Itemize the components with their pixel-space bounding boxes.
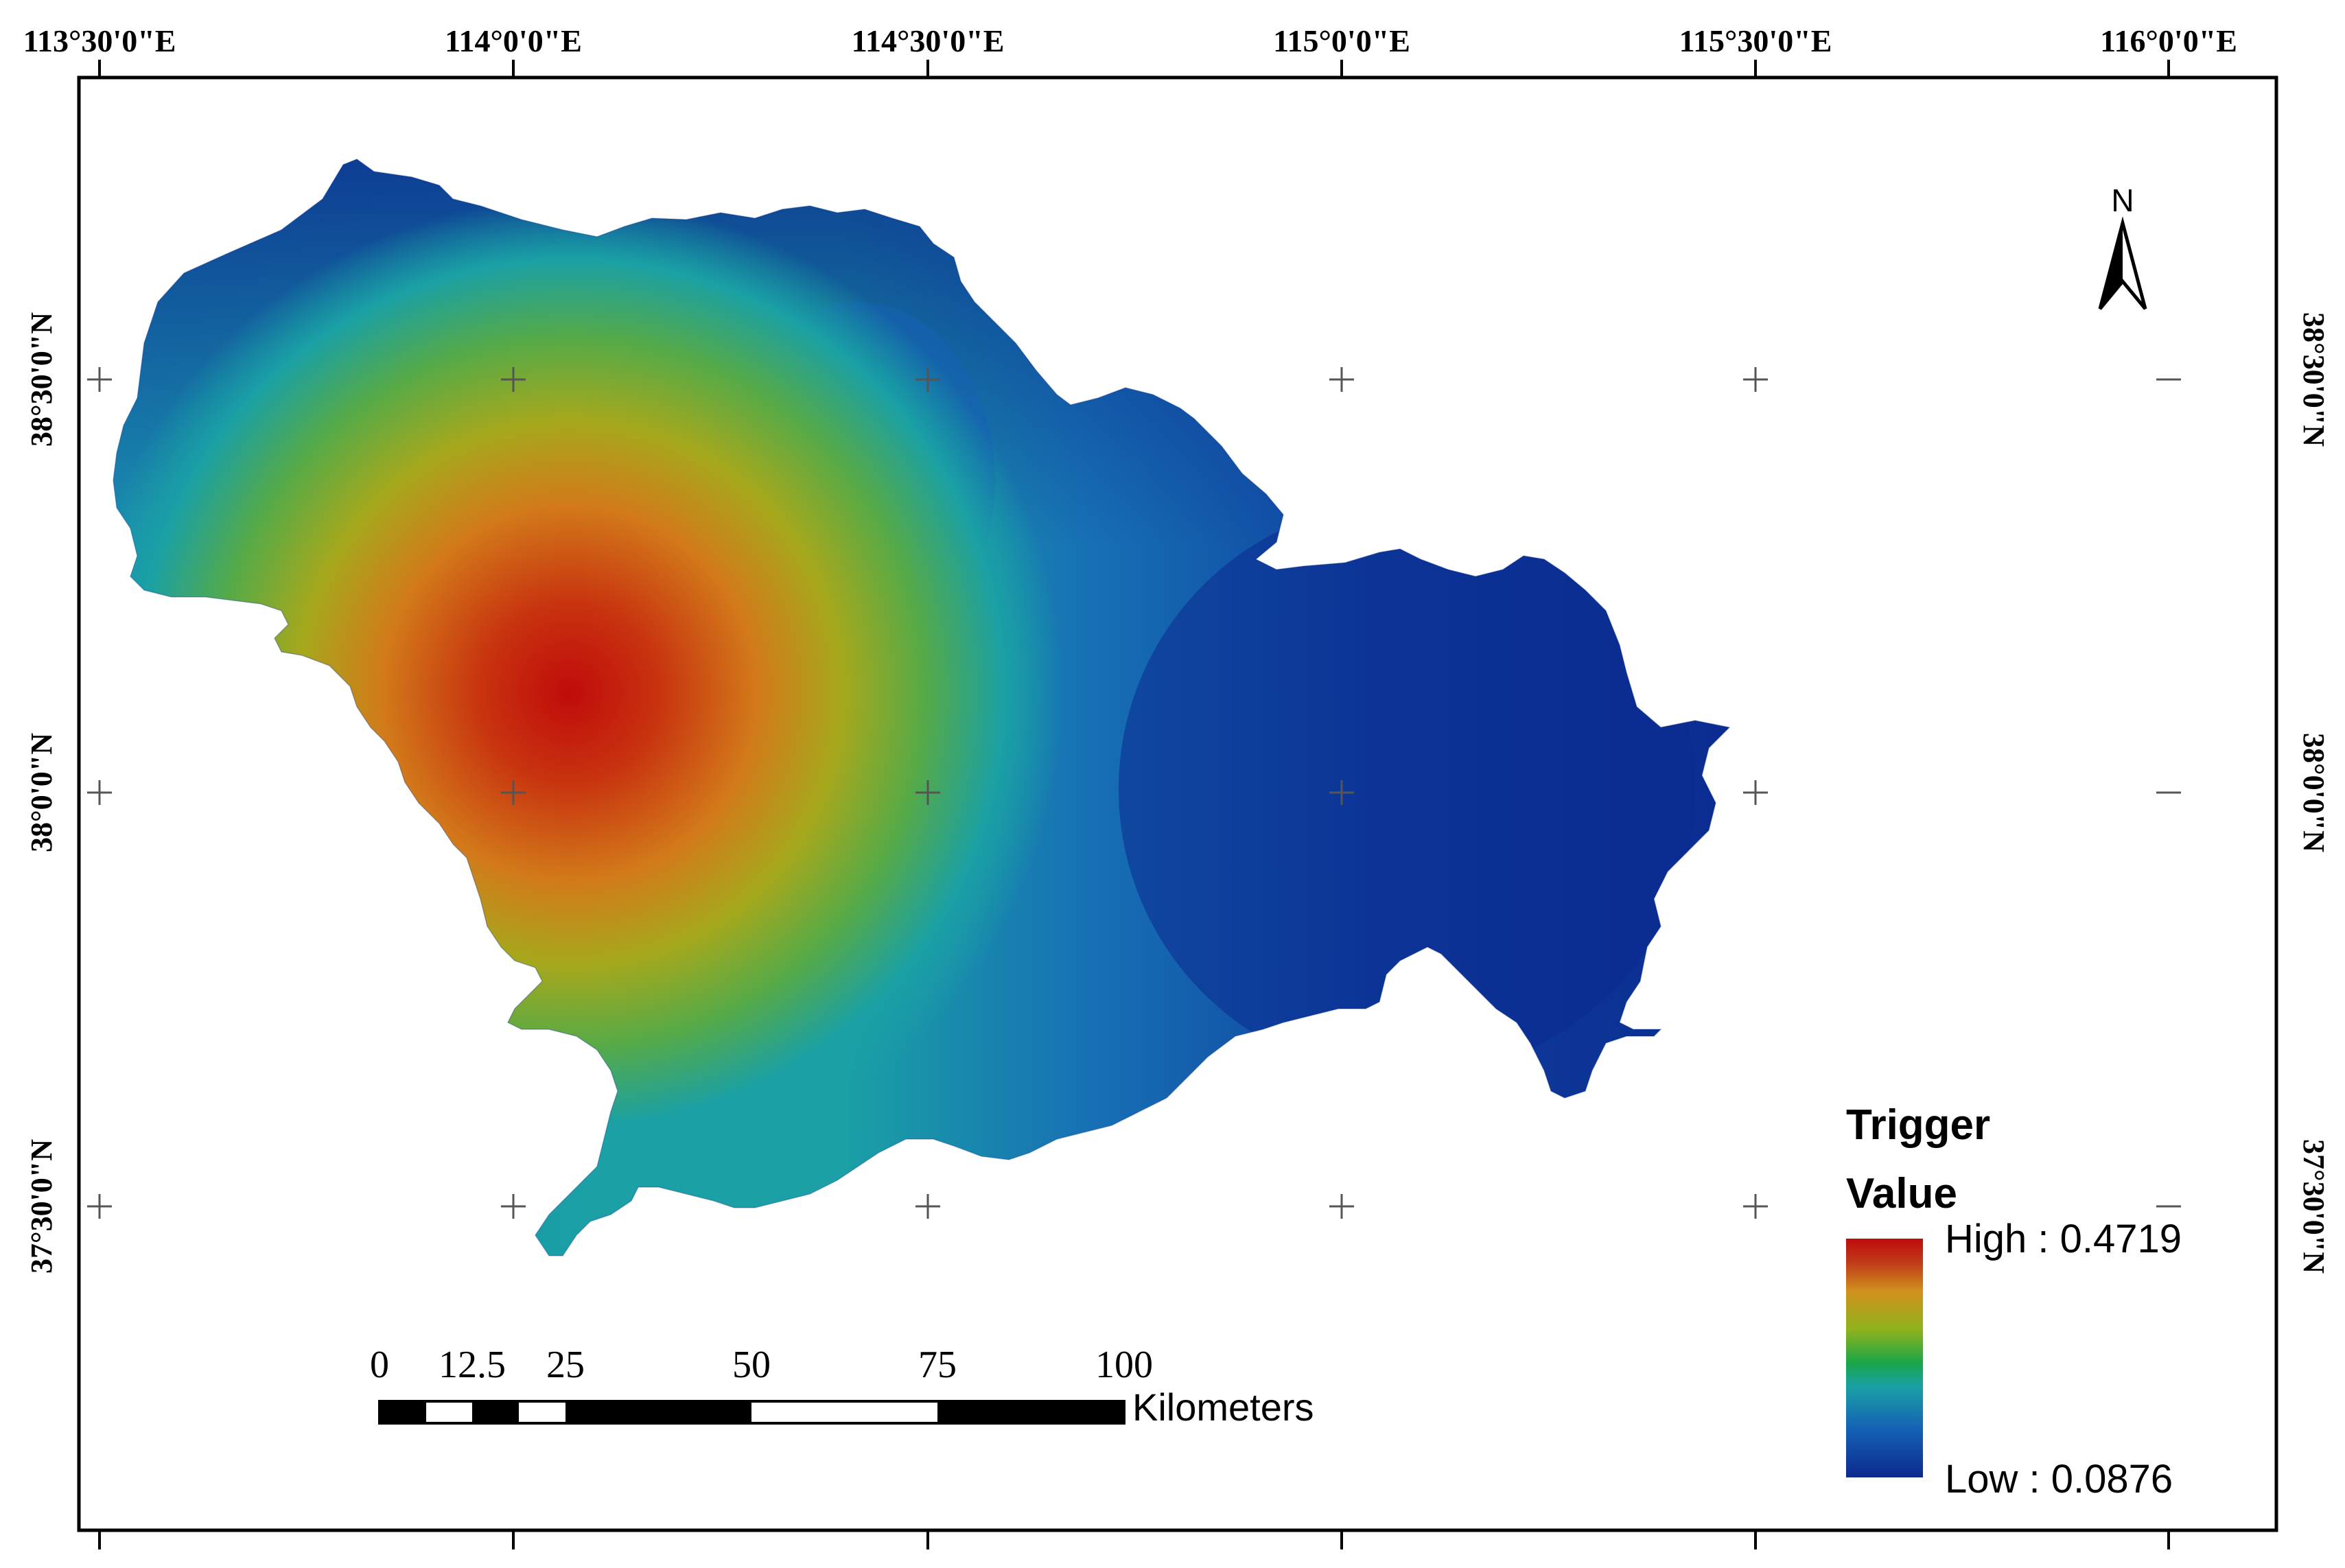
lat-label-left-37-30: 37°30'0"N: [25, 1139, 58, 1274]
lat-label-right-38-30: 38°30'0"N: [2297, 312, 2331, 447]
lon-label-115-00: 115°0'0"E: [1273, 23, 1410, 58]
scale-label-100: 100: [1095, 1344, 1153, 1386]
longitude-labels: 113°30'0"E 114°0'0"E 114°30'0"E 115°0'0"…: [23, 23, 2237, 58]
scale-bar-segment: [519, 1401, 565, 1423]
scale-bar-segment: [751, 1401, 937, 1423]
scale-unit-label: Kilometers: [1132, 1385, 1314, 1429]
scale-bar: 0 12.5 25 50 75 100 Kilometers: [370, 1344, 1314, 1429]
scale-bar-segment: [380, 1401, 426, 1423]
map-frame: [77, 75, 2278, 1532]
lat-label-left-38-00: 38°0'0"N: [25, 733, 58, 852]
trigger-value-raster: [113, 159, 1729, 1256]
lon-label-114-00: 114°0'0"E: [445, 23, 582, 58]
scale-label-75: 75: [918, 1344, 957, 1386]
legend-title-line1: Trigger: [1846, 1101, 1990, 1149]
scale-bar-segment: [937, 1401, 1124, 1423]
lat-label-right-37-30: 37°30'0"N: [2297, 1139, 2331, 1274]
legend-low-label: Low : 0.0876: [1945, 1457, 2173, 1501]
latitude-labels-right: 38°30'0"N 38°0'0"N 37°30'0"N: [2297, 312, 2331, 1274]
scale-label-0: 0: [370, 1344, 389, 1386]
legend-high-label: High : 0.4719: [1945, 1217, 2182, 1261]
lon-label-114-30: 114°30'0"E: [852, 23, 1005, 58]
lon-label-116-00: 116°0'0"E: [2100, 23, 2237, 58]
north-arrow-label: N: [2111, 183, 2134, 218]
legend: Trigger Value High : 0.4719 Low : 0.0876: [1846, 1101, 2182, 1501]
scale-bar-segment: [426, 1401, 472, 1423]
scale-label-12-5: 12.5: [439, 1344, 506, 1386]
north-arrow: N: [2098, 183, 2147, 310]
latitude-labels-left: 38°30'0"N 38°0'0"N 37°30'0"N: [25, 312, 58, 1274]
scale-bar-segments: [380, 1401, 1124, 1423]
legend-color-ramp: [1846, 1239, 1923, 1477]
frame-ticks: [98, 60, 2170, 1549]
scale-label-50: 50: [732, 1344, 771, 1386]
legend-title-line2: Value: [1846, 1170, 1957, 1217]
lat-label-right-38-00: 38°0'0"N: [2297, 733, 2331, 852]
graticule-crosses: [87, 367, 2181, 1219]
lon-label-115-30: 115°30'0"E: [1679, 23, 1832, 58]
scale-label-25: 25: [546, 1344, 585, 1386]
lon-label-113-30: 113°30'0"E: [23, 23, 176, 58]
scale-bar-segment: [472, 1401, 519, 1423]
scale-bar-segment: [565, 1401, 751, 1423]
lat-label-left-38-30: 38°30'0"N: [25, 312, 58, 447]
